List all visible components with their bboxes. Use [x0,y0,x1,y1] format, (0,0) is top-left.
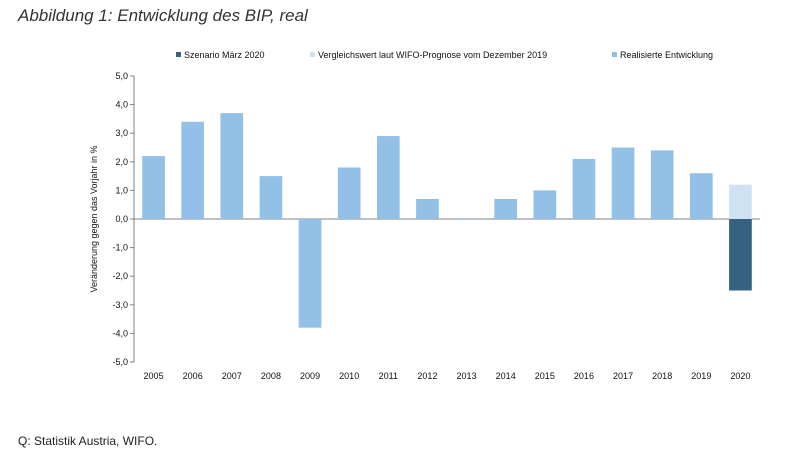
legend-swatch [612,52,617,57]
y-tick-label: -4,0 [112,328,128,338]
x-tick-label: 2017 [613,371,633,381]
y-tick-label: 2,0 [115,157,128,167]
y-tick-label: 4,0 [115,100,128,110]
y-tick-label: -3,0 [112,300,128,310]
bar-2010 [337,167,361,219]
legend-swatch [176,52,181,57]
bar-2007 [220,113,244,219]
legend-label: Vergleichswert laut WIFO-Prognose vom De… [318,50,547,60]
bar-2016 [572,158,596,219]
bar-2019 [689,173,713,219]
bar-2006 [181,121,205,219]
bar-2020 [729,184,752,219]
y-tick-label: 1,0 [115,185,128,195]
x-tick-label: 2020 [730,371,750,381]
legend: Szenario März 2020 Vergleichswert laut WI… [176,50,713,60]
x-tick-label: 2012 [417,371,437,381]
legend-label: Szenario März 2020 [184,50,265,60]
y-axis-label: Veränderung gegen das Vorjahr in % [89,145,99,292]
x-tick-label: 2016 [574,371,594,381]
bar-2020 [729,219,752,291]
bar-2015 [533,190,557,219]
x-tick-label: 2011 [379,371,398,381]
y-tick-label: -5,0 [112,357,128,367]
bar-2017 [611,147,635,219]
y-tick-label: 5,0 [115,71,128,81]
x-tick-label: 2013 [457,371,477,381]
legend-label: Realisierte Entwicklung [620,50,713,60]
x-tick-label: 2008 [261,371,281,381]
figure-title: Abbildung 1: Entwicklung des BIP, real [18,6,308,25]
x-tick-label: 2006 [183,371,203,381]
bar-2014 [494,198,518,219]
bar-2018 [650,150,674,219]
x-tick-label: 2019 [691,371,711,381]
x-tick-label: 2014 [496,371,516,381]
bar-2008 [259,176,283,219]
bar-2005 [142,156,165,219]
y-tick-label: -1,0 [112,243,128,253]
x-tick-label: 2015 [535,371,555,381]
x-tick-label: 2018 [652,371,672,381]
x-tick-label: 2010 [339,371,359,381]
axes: 5,0 4,0 3,0 2,0 1,0 0,0 -1,0 -2,0 -3,0 -4,0 -5,0 20… [112,71,760,381]
bar-2012 [416,198,439,219]
bar-2011 [376,136,400,219]
legend-swatch [310,52,315,57]
x-tick-label: 2007 [222,371,242,381]
y-tick-label: -2,0 [112,271,128,281]
x-tick-label: 2009 [300,371,320,381]
bar-2009 [298,219,322,328]
source-note: Q: Statistik Austria, WIFO. [18,434,158,448]
x-tick-label: 2005 [144,371,164,381]
bar-2013 [455,219,478,220]
y-tick-label: 3,0 [115,128,128,138]
y-tick-label: 0,0 [115,214,128,224]
bars [142,113,752,328]
